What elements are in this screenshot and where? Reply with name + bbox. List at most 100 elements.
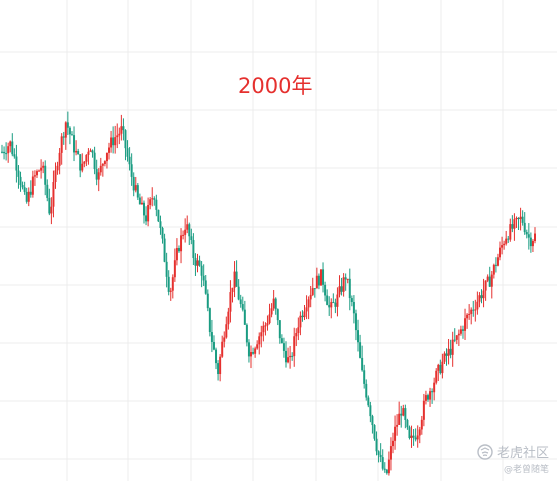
candle-body bbox=[412, 435, 415, 438]
candle-body bbox=[449, 348, 452, 355]
candle-body bbox=[420, 419, 423, 430]
candle-body bbox=[186, 224, 189, 230]
candle-body bbox=[140, 202, 143, 205]
candle-body bbox=[101, 164, 104, 166]
candle-body bbox=[252, 352, 255, 354]
candle-body bbox=[396, 424, 399, 427]
candle-body bbox=[447, 348, 450, 356]
candle-body bbox=[91, 150, 94, 153]
candle-body bbox=[62, 136, 65, 138]
candle-body bbox=[46, 184, 49, 198]
candle-body bbox=[451, 339, 454, 355]
candle-body bbox=[307, 299, 310, 308]
candle-body bbox=[534, 233, 536, 241]
candle-body bbox=[31, 176, 34, 195]
candle-body bbox=[490, 274, 493, 287]
candle-body bbox=[254, 348, 257, 354]
candle-body bbox=[529, 237, 532, 247]
candle-body bbox=[392, 440, 395, 447]
candle-body bbox=[87, 151, 90, 155]
candle-body bbox=[503, 243, 506, 246]
candle-body bbox=[274, 298, 277, 310]
candle-body bbox=[147, 204, 150, 222]
candle-body bbox=[52, 182, 55, 207]
candle-body bbox=[180, 235, 183, 252]
candle-body bbox=[235, 271, 238, 287]
candle-body bbox=[149, 199, 152, 205]
candle-body bbox=[289, 355, 292, 358]
candle-body bbox=[60, 136, 63, 153]
candle-body bbox=[227, 311, 230, 325]
candle-body bbox=[389, 446, 392, 460]
candle-body bbox=[44, 165, 47, 185]
candle-body bbox=[324, 284, 327, 296]
candle-body bbox=[346, 278, 349, 280]
candle-body bbox=[196, 260, 199, 266]
watermark-brand: 老虎社区 bbox=[496, 446, 549, 461]
candle-body bbox=[138, 197, 141, 205]
candle-body bbox=[103, 161, 106, 165]
candle-body bbox=[404, 408, 407, 421]
watermark: 老虎社区 @老曾随笔 bbox=[477, 442, 549, 475]
candle-body bbox=[387, 459, 390, 474]
candle-body bbox=[515, 217, 518, 220]
candle-body bbox=[457, 333, 460, 336]
candle-body bbox=[50, 206, 53, 214]
candle-body bbox=[157, 209, 160, 222]
candle-body bbox=[439, 364, 442, 374]
candle-body bbox=[280, 338, 283, 344]
candle-body bbox=[145, 215, 148, 222]
candle-body bbox=[40, 167, 43, 171]
candle-body bbox=[527, 234, 530, 238]
candle-body bbox=[466, 314, 469, 319]
candle-body bbox=[488, 276, 491, 287]
candle-body bbox=[126, 148, 129, 157]
candle-body bbox=[7, 146, 10, 154]
candle-body bbox=[241, 304, 244, 310]
candle-body bbox=[266, 323, 269, 326]
candle-body bbox=[223, 337, 226, 342]
candle-body bbox=[468, 313, 471, 315]
candle-body bbox=[112, 137, 115, 146]
candle-body bbox=[299, 315, 302, 328]
candle-body bbox=[23, 187, 26, 192]
candle-body bbox=[163, 238, 166, 262]
candle-body bbox=[385, 469, 388, 474]
candle-body bbox=[433, 382, 436, 393]
candle-body bbox=[486, 276, 489, 281]
candle-body bbox=[505, 238, 508, 244]
candle-body bbox=[155, 199, 158, 210]
candle-body bbox=[406, 420, 409, 428]
candle-body bbox=[256, 344, 259, 349]
candle-body bbox=[237, 286, 240, 300]
candle-body bbox=[239, 299, 242, 305]
candle-body bbox=[511, 224, 514, 229]
candle-body bbox=[64, 122, 67, 138]
candle-body bbox=[85, 154, 88, 162]
candle-body bbox=[169, 290, 172, 292]
candle-body bbox=[373, 425, 376, 439]
candle-body bbox=[293, 336, 296, 357]
candle-body bbox=[354, 313, 357, 331]
candle-body bbox=[297, 327, 300, 333]
candle-body bbox=[198, 260, 201, 266]
candle-body bbox=[21, 185, 24, 188]
candle-body bbox=[276, 309, 279, 321]
candle-body bbox=[338, 286, 341, 295]
candle-body bbox=[15, 156, 18, 171]
candle-body bbox=[322, 269, 325, 285]
candle-body bbox=[328, 304, 331, 308]
candle-body bbox=[190, 236, 193, 241]
candle-body bbox=[311, 288, 314, 295]
candle-body bbox=[204, 280, 207, 294]
candle-body bbox=[363, 370, 366, 384]
candle-body bbox=[455, 335, 458, 340]
candle-body bbox=[42, 165, 45, 168]
candle-body bbox=[89, 150, 92, 152]
candle-body bbox=[453, 339, 456, 341]
candle-body bbox=[410, 435, 413, 439]
candle-body bbox=[114, 137, 117, 146]
candle-body bbox=[13, 154, 16, 157]
candle-body bbox=[422, 400, 425, 420]
candle-body bbox=[476, 301, 479, 310]
